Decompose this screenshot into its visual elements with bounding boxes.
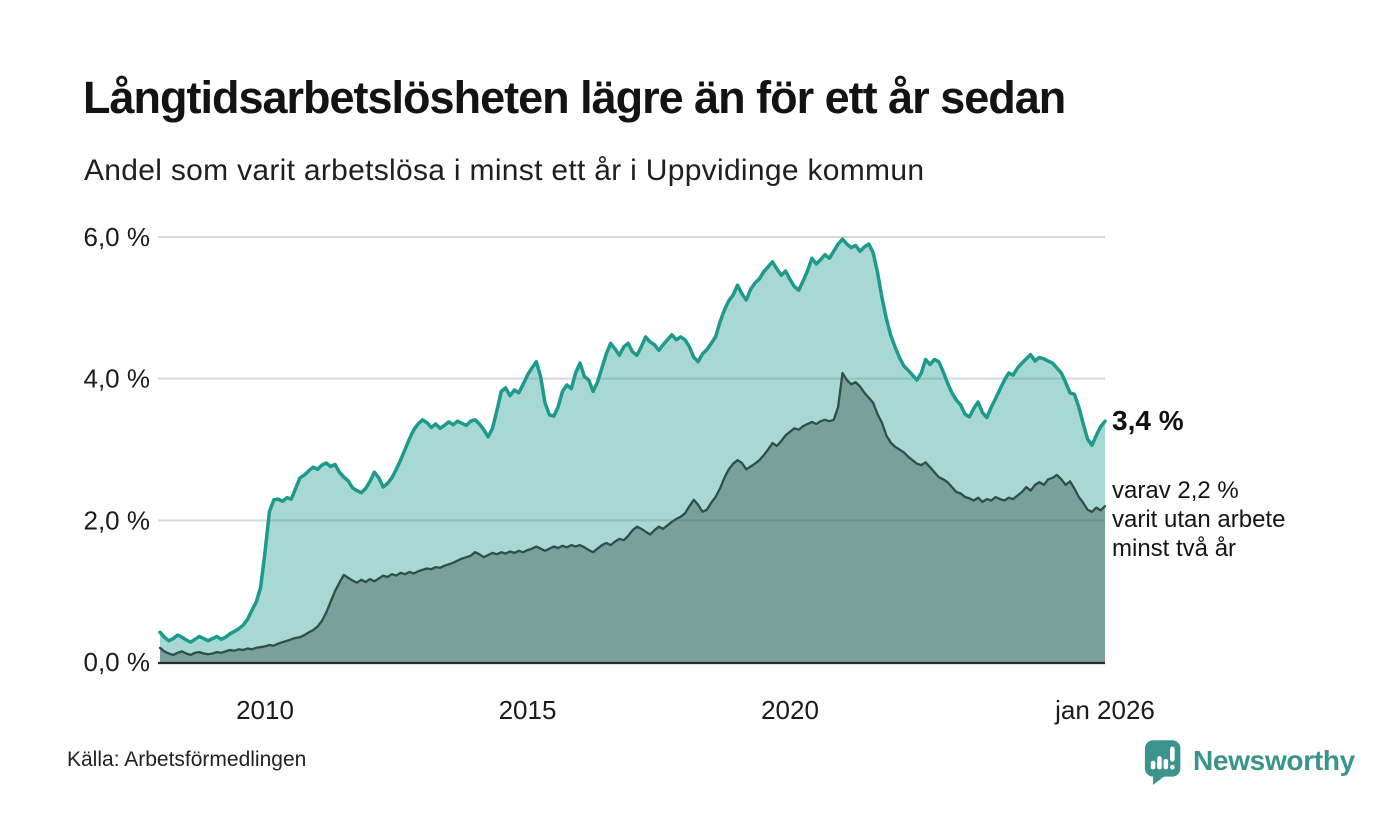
area-unemployed-min-2-years <box>160 373 1105 662</box>
y-tick-label: 6,0 % <box>84 222 151 252</box>
latest-value-annotation: 3,4 % <box>1112 405 1184 436</box>
secondary-annotation-line: varav 2,2 % <box>1112 477 1239 504</box>
y-tick-label: 0,0 % <box>84 647 151 677</box>
secondary-annotation-line: varit utan arbete <box>1112 506 1286 533</box>
newsworthy-logo-icon <box>1144 740 1181 785</box>
secondary-annotation: varav 2,2 % varit utan arbete minst två … <box>1112 476 1285 563</box>
y-tick-label: 4,0 % <box>84 364 151 394</box>
x-tick-label: 2020 <box>761 695 819 725</box>
newsworthy-logo-text: Newsworthy <box>1193 745 1355 776</box>
source-credit: Källa: Arbetsförmedlingen <box>67 748 307 771</box>
logo-bar-small <box>1150 760 1156 770</box>
x-tick-label: 2010 <box>236 695 294 725</box>
logo-exclamation-dot <box>1170 764 1175 770</box>
x-tick-label: 2015 <box>499 695 557 725</box>
page-title: Långtidsarbetslösheten lägre än för ett … <box>83 72 1066 123</box>
y-tick-label: 2,0 % <box>84 505 151 535</box>
newsworthy-logo: Newsworthy <box>1144 740 1355 786</box>
page-subtitle: Andel som varit arbetslösa i minst ett å… <box>84 154 925 187</box>
line-unemployed-min-2-years <box>158 371 1107 657</box>
logo-bar-tall <box>1157 756 1162 770</box>
area-unemployed-min-1-year <box>160 239 1105 662</box>
logo-exclamation-stem <box>1170 746 1175 762</box>
secondary-annotation-line: minst två år <box>1112 535 1237 562</box>
x-tick-label: jan 2026 <box>1054 695 1155 725</box>
logo-bar-medium <box>1163 758 1169 770</box>
line-unemployed-min-1-year <box>158 237 1107 644</box>
logo-badge <box>1144 740 1181 785</box>
